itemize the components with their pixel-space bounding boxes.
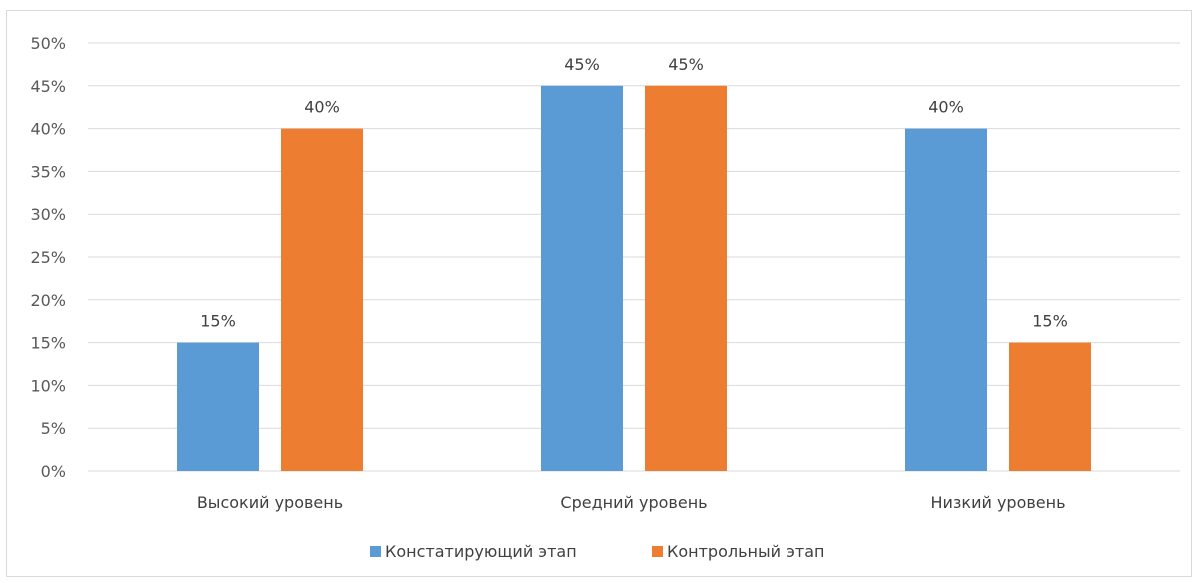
data-label: 15%	[1032, 312, 1068, 331]
y-tick-label: 5%	[41, 419, 66, 438]
y-tick-label: 25%	[30, 248, 66, 267]
y-tick-label: 0%	[41, 462, 66, 481]
bars	[177, 85, 1091, 472]
gridlines	[88, 42, 1180, 472]
x-category-label: Средний уровень	[560, 493, 707, 512]
y-tick-label: 10%	[30, 376, 66, 395]
bar-2-3	[1009, 342, 1091, 471]
data-label: 40%	[304, 98, 340, 117]
y-tick-label: 45%	[30, 77, 66, 96]
legend-swatch	[652, 546, 663, 557]
bar-1-3	[905, 128, 987, 471]
legend: Констатирующий этап Контрольный этап	[370, 542, 824, 561]
bar-1-2	[541, 85, 623, 472]
legend-label: Контрольный этап	[667, 542, 824, 561]
data-label: 40%	[928, 98, 964, 117]
data-label: 45%	[668, 55, 704, 74]
y-tick-label: 50%	[30, 34, 66, 53]
y-tick-label: 20%	[30, 291, 66, 310]
y-tick-label: 35%	[30, 162, 66, 181]
legend-swatch	[370, 546, 381, 557]
x-axis-category-labels: Высокий уровень Средний уровень Низкий уро…	[197, 493, 1066, 512]
data-label: 45%	[564, 55, 600, 74]
data-label: 15%	[200, 312, 236, 331]
bar-1-1	[177, 342, 259, 471]
x-category-label: Высокий уровень	[197, 493, 343, 512]
x-category-label: Низкий уровень	[930, 493, 1065, 512]
legend-label: Констатирующий этап	[385, 542, 577, 561]
y-tick-label: 15%	[30, 334, 66, 353]
data-labels: 15% 40% 45% 45% 40% 15%	[200, 55, 1068, 331]
y-axis-tick-labels: 0% 5% 10% 15% 20% 25% 30% 35% 40% 45% 50%	[30, 34, 66, 481]
bar-2-2	[645, 85, 727, 472]
y-tick-label: 30%	[30, 205, 66, 224]
bar-2-1	[281, 128, 363, 471]
y-tick-label: 40%	[30, 120, 66, 139]
